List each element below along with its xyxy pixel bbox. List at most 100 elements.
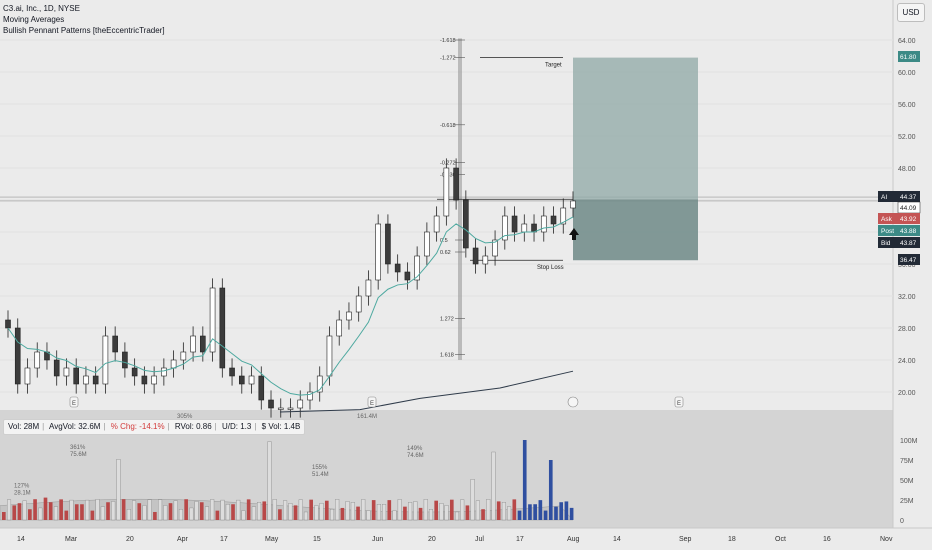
volume-bar [376,504,381,521]
volume-bar [121,499,126,520]
volume-bar [28,509,32,520]
pennant-indicator-label[interactable]: Bullish Pennant Patterns [theEccentricTr… [3,26,165,35]
volume-bar [220,499,225,521]
x-tick-label: 18 [728,536,736,543]
volume-callout-pct: 161.4M [357,414,377,420]
volume-bar [173,500,178,521]
volume-bar [533,504,537,520]
volume-bar [267,441,272,521]
pct-change-value: % Chg: -14.1% [110,422,165,431]
volume-bar [303,511,308,521]
volume-bar [309,499,313,520]
volume-bar [17,503,22,520]
price-axis [893,0,932,550]
fib-level-label: 0.62 [440,250,451,256]
y-tick-label: 56.00 [898,102,916,109]
volume-bar [184,499,188,520]
candle-body [258,375,265,401]
candle-body [24,367,31,385]
symbol-title[interactable]: C3.ai, Inc., 1D, NYSE [3,4,80,13]
volume-bar [522,440,527,520]
price-badge [898,254,920,265]
candle-body [14,327,21,385]
candle-body [560,207,567,225]
volume-bar [231,504,235,520]
volume-bar [38,507,43,521]
price-badge-label: 43.87 [900,240,917,247]
volume-bar [111,501,116,521]
fib-level-label: 0.5 [440,238,448,244]
x-tick-label: 14 [17,536,25,543]
volume-bar [345,501,350,521]
y-tick-label: 52.00 [898,134,916,141]
candle-body [209,287,216,353]
x-tick-label: 16 [823,536,831,543]
candle-body [53,359,60,377]
volume-bar [215,510,220,520]
volume-bar [204,506,210,521]
candle-body [316,375,323,393]
candle-body [190,335,196,353]
volume-callout-value: 28.1M [14,491,31,497]
volume-bar [403,506,407,520]
volume-bar [501,502,506,521]
volume-bar [142,505,147,521]
price-badge [898,213,920,224]
volume-tick-label: 50M [900,478,914,485]
volume-callout-value: 74.6M [407,453,424,459]
candle-body [326,335,333,377]
volume-bar [413,501,418,521]
x-tick-label: Jun [372,536,383,543]
candle-body [229,367,235,377]
volume-bar [465,505,470,520]
candle-body [346,311,352,321]
volume-bar [361,499,366,521]
volume-bar [33,499,37,520]
candle-body [83,375,89,385]
candle-body [424,231,430,257]
volume-bar [382,504,387,521]
volume-callout-pct: 127% [14,484,30,490]
volume-bar [283,500,288,521]
y-tick-label: 36.00 [898,262,916,269]
vol-value: Vol: 28M [8,422,40,431]
earnings-marker [69,396,79,408]
volume-bar [262,501,267,520]
volume-bar [329,509,335,521]
earnings-marker [674,396,684,408]
volume-bar [470,479,475,521]
volume-bar [569,507,574,520]
volume-callout-pct: 361% [70,445,86,451]
volume-callout-pct: 305% [177,414,193,420]
x-tick-label: Mar [65,536,78,543]
currency-button[interactable]: USD [897,3,925,22]
volume-bar [543,510,548,520]
fib-level-label: -1.272 [440,56,456,62]
candle-body [5,319,11,329]
volume-bar [22,500,27,521]
volume-bar [444,505,449,521]
candle-body [268,399,274,409]
x-tick-label: 17 [516,536,524,543]
price-badge-label: 44.37 [900,194,917,201]
earnings-marker-label: E [370,401,374,407]
candle-body [443,167,450,217]
volume-tick-label: 100M [900,438,918,445]
price-badge [898,191,920,202]
volume-bar [43,497,48,520]
stop-loss-label: Stop Loss [537,265,564,271]
volume-bar [548,460,553,520]
volume-bar [100,506,105,521]
volume-bar [512,499,517,520]
fib-level-label: -0.272 [440,160,456,166]
volume-callout-value: 51.4M [312,472,329,478]
volume-bar [392,510,397,521]
volume-bar [475,500,480,521]
ud-value: U/D: 1.3 [221,422,252,431]
volume-bar [106,502,110,520]
moving-averages-label[interactable]: Moving Averages [3,15,65,24]
candle-body [550,215,557,225]
price-badge-prefix [878,191,898,202]
